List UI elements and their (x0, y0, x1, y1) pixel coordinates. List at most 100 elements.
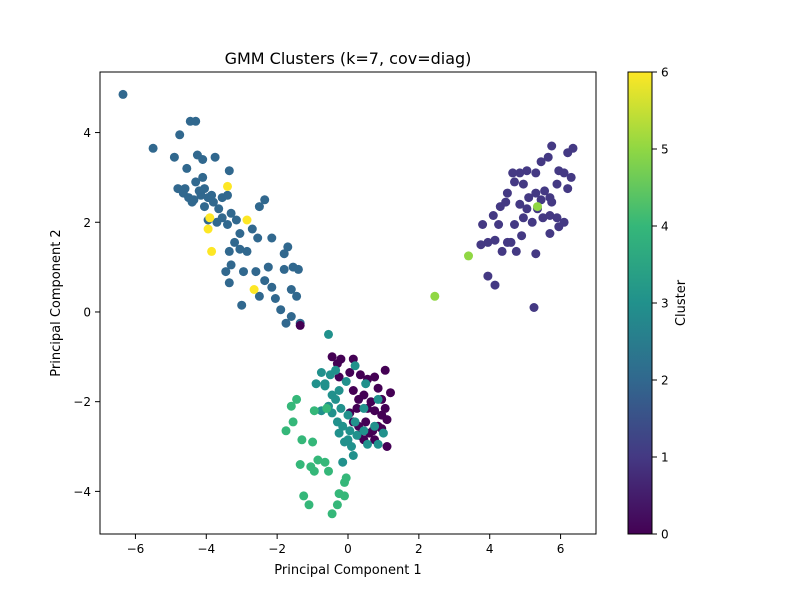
x-tick-label: −2 (268, 542, 286, 556)
scatter-point-cluster-6 (205, 213, 215, 223)
scatter-point-cluster-4 (340, 491, 349, 501)
scatter-point-cluster-2 (194, 186, 204, 196)
scatter-point-cluster-1 (476, 240, 486, 250)
scatter-point-cluster-2 (279, 264, 289, 274)
colorbar-tick-label: 0 (661, 528, 669, 542)
colorbar-tick-label: 3 (661, 297, 669, 311)
scatter-point-cluster-1 (522, 166, 532, 176)
scatter-point-cluster-2 (214, 204, 224, 214)
scatter-point-cluster-2 (180, 184, 190, 194)
scatter-point-cluster-2 (242, 246, 252, 256)
scatter-point-cluster-4 (286, 401, 296, 411)
scatter-point-cluster-1 (510, 220, 519, 229)
scatter-point-cluster-2 (253, 233, 263, 243)
scatter-point-cluster-1 (547, 141, 557, 151)
colorbar-tick-label: 2 (661, 374, 669, 388)
scatter-point-cluster-2 (210, 152, 220, 162)
scatter-point-cluster-5 (533, 202, 542, 212)
scatter-point-cluster-2 (235, 229, 245, 238)
x-tick-label: 4 (486, 542, 494, 556)
scatter-point-cluster-2 (223, 190, 232, 200)
scatter-point-cluster-4 (332, 500, 342, 510)
scatter-point-cluster-3 (348, 451, 358, 460)
scatter-point-cluster-1 (543, 152, 553, 162)
scatter-point-cluster-3 (341, 377, 351, 386)
scatter-point-cluster-4 (309, 406, 319, 416)
scatter-point-cluster-1 (497, 246, 507, 256)
scatter-point-cluster-2 (212, 217, 222, 227)
scatter-point-cluster-2 (267, 282, 277, 292)
colorbar-ticks: 0 1 2 3 4 5 6 (652, 66, 669, 542)
scatter-point-cluster-0 (345, 368, 355, 377)
scatter-point-cluster-1 (536, 195, 546, 205)
scatter-point-cluster-1 (522, 204, 532, 214)
scatter-point-cluster-2 (251, 267, 261, 277)
scatter-point-cluster-2 (254, 291, 264, 301)
scatter-point-cluster-0 (361, 417, 371, 427)
scatter-point-cluster-2 (226, 260, 236, 270)
scatter-point-cluster-0 (327, 352, 337, 362)
scatter-point-cluster-2 (200, 202, 209, 212)
scatter-point-cluster-1 (490, 280, 500, 290)
scatter-point-cluster-1 (517, 231, 527, 241)
scatter-point-cluster-1 (527, 217, 537, 227)
scatter-point-cluster-3 (352, 430, 362, 440)
scatter-point-cluster-1 (563, 184, 573, 194)
scatter-point-cluster-1 (488, 211, 498, 220)
scatter-point-cluster-1 (524, 193, 534, 203)
scatter-point-cluster-3 (331, 394, 341, 404)
chart-title: GMM Clusters (k=7, cov=diag) (225, 49, 472, 68)
scatter-point-cluster-1 (552, 213, 562, 223)
scatter-point-cluster-2 (293, 264, 303, 274)
y-axis-label: Principal Component 2 (49, 229, 64, 376)
scatter-point-cluster-1 (531, 168, 541, 178)
scatter-point-cluster-4 (295, 460, 305, 469)
scatter-point-cluster-2 (221, 267, 231, 277)
scatter-point-cluster-0 (334, 372, 344, 382)
colorbar-tick-label: 5 (661, 143, 669, 157)
scatter-point-cluster-6 (242, 215, 252, 225)
scatter-point-cluster-1 (483, 271, 493, 281)
scatter-point-cluster-3 (347, 442, 356, 451)
scatter-points (118, 89, 578, 519)
scatter-point-cluster-1 (502, 188, 512, 198)
scatter-point-cluster-5 (464, 251, 473, 261)
scatter-point-cluster-0 (354, 394, 364, 404)
y-tick-label: 4 (83, 126, 91, 140)
scatter-point-cluster-1 (538, 213, 548, 223)
scatter-point-cluster-1 (531, 249, 541, 259)
scatter-point-cluster-2 (169, 152, 179, 162)
scatter-point-cluster-4 (324, 466, 333, 476)
scatter-point-cluster-0 (348, 386, 358, 395)
x-tick-label: 6 (557, 542, 565, 556)
scatter-point-cluster-5 (430, 291, 440, 301)
scatter-point-cluster-0 (295, 320, 305, 330)
scatter-point-cluster-3 (373, 394, 383, 404)
scatter-point-cluster-2 (187, 197, 197, 207)
scatter-point-cluster-1 (568, 143, 578, 153)
scatter-point-cluster-3 (338, 421, 348, 431)
scatter-point-cluster-1 (494, 220, 504, 229)
scatter-point-cluster-2 (247, 224, 257, 234)
scatter-point-cluster-2 (230, 237, 240, 247)
scatter-point-cluster-2 (224, 278, 234, 288)
x-axis-label: Principal Component 1 (274, 563, 421, 578)
colorbar-tick-label: 6 (661, 66, 669, 80)
scatter-point-cluster-3 (370, 421, 380, 431)
scatter-point-cluster-3 (359, 426, 369, 436)
scatter-point-cluster-2 (286, 312, 296, 321)
scatter-point-cluster-2 (224, 246, 234, 256)
x-tick-label: −4 (197, 542, 215, 556)
scatter-point-cluster-1 (518, 213, 528, 223)
scatter-point-cluster-2 (263, 262, 273, 272)
scatter-point-cluster-4 (322, 403, 332, 413)
x-tick-label: 0 (344, 542, 352, 556)
scatter-point-cluster-2 (148, 143, 158, 153)
scatter-point-cluster-6 (223, 181, 232, 191)
scatter-point-cluster-3 (359, 403, 369, 413)
scatter-point-cluster-2 (226, 208, 236, 218)
y-tick-label: −2 (73, 395, 91, 409)
scatter-point-cluster-2 (198, 172, 208, 182)
x-axis-ticks: −6 −4 −2 0 2 4 6 (127, 534, 565, 556)
scatter-point-cluster-3 (363, 439, 372, 449)
